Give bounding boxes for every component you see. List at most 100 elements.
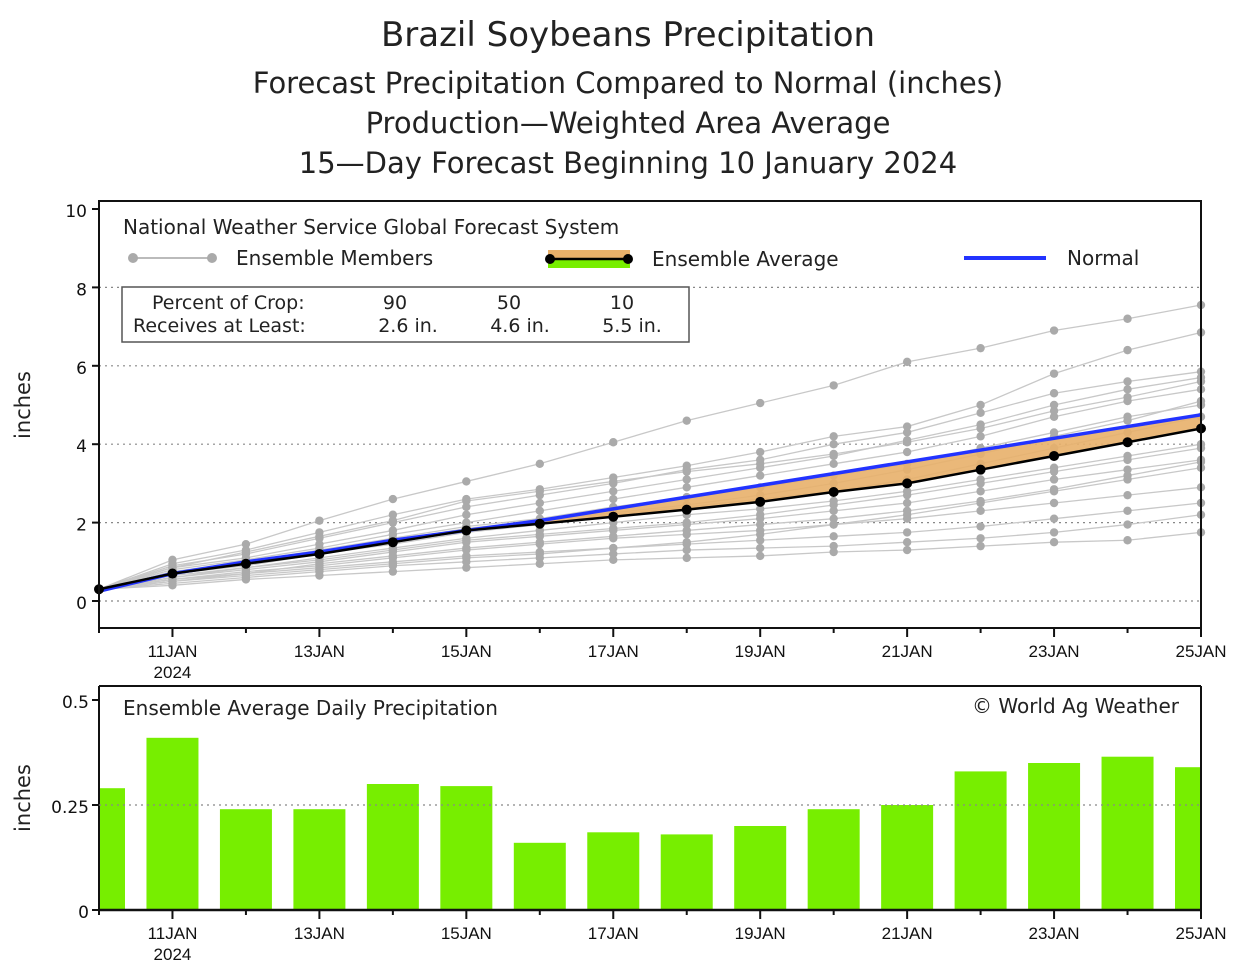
- legend-members-label: Ensemble Members: [236, 246, 433, 270]
- ensemble-member-point: [1123, 377, 1132, 386]
- ensemble-member-point: [902, 422, 912, 431]
- ensemble-member-point: [902, 528, 912, 537]
- ensemble-member-point: [1123, 536, 1132, 545]
- ensemble-member-line: [98, 376, 1202, 590]
- daily-bar: [146, 737, 199, 910]
- ensemble-member-line: [98, 304, 1202, 590]
- ensemble-member-point: [902, 438, 912, 447]
- ensemble-member-point: [1123, 385, 1132, 394]
- ensemble-member-point: [682, 467, 691, 476]
- ensemble-member-point: [756, 459, 765, 468]
- chart-subtitle-2: Production—Weighted Area Average: [366, 106, 891, 140]
- daily-bar: [219, 809, 272, 910]
- crop-percent-50: 50: [497, 292, 521, 314]
- ensemble-average-point: [681, 504, 692, 515]
- ensemble-member-point: [1049, 369, 1059, 378]
- ensemble-average-polyline: [98, 427, 1202, 591]
- bottom-y-tick-label: 0: [78, 903, 89, 923]
- crop-amount-10: 5.5 in.: [602, 315, 662, 337]
- ensemble-member-line: [98, 443, 1202, 590]
- ensemble-member-point: [1049, 485, 1059, 494]
- ensemble-member-point: [1123, 506, 1132, 516]
- ensemble-member-point: [682, 416, 691, 425]
- ensemble-member-point: [756, 398, 765, 408]
- ensemble-average-point: [1049, 450, 1060, 461]
- ensemble-member-point: [535, 487, 544, 496]
- top-x-tick-label: 17JAN: [588, 642, 639, 661]
- legend-background: [113, 209, 1193, 279]
- ensemble-member-point: [756, 447, 765, 457]
- ensemble-member-point: [388, 494, 398, 504]
- chart-subtitle-3: 15—Day Forecast Beginning 10 January 202…: [299, 146, 957, 180]
- crop-percent-90: 90: [383, 292, 407, 314]
- ensemble-member-point: [829, 449, 838, 459]
- ensemble-member-point: [976, 522, 985, 531]
- ensemble-member-point: [535, 530, 544, 539]
- legend-average-label: Ensemble Average: [652, 247, 839, 271]
- daily-bar: [660, 834, 713, 910]
- daily-bar: [954, 771, 1007, 910]
- ensemble-member-point: [535, 559, 544, 568]
- top-x-axis: 11JAN 2024 13JAN 15JAN 17JAN 19JAN 21JAN 23JAN 2…: [98, 628, 1227, 682]
- ensemble-member-point: [1049, 538, 1059, 547]
- normal-line: [98, 413, 1202, 593]
- ensemble-member-point: [535, 538, 544, 547]
- ensemble-member-point: [976, 343, 985, 353]
- bottom-x-tick-year: 2024: [154, 945, 192, 963]
- top-x-tick-label: 11JAN: [148, 642, 198, 661]
- ensemble-member-point: [976, 541, 985, 551]
- ensemble-member-point: [902, 498, 912, 508]
- ensemble-member-point: [902, 490, 912, 500]
- ensemble-member-point: [388, 545, 398, 555]
- bottom-y-label: inches: [11, 764, 35, 832]
- daily-bar: [734, 826, 787, 910]
- ensemble-member-point: [902, 447, 912, 457]
- ensemble-member-point: [388, 567, 398, 576]
- ensemble-member-point: [609, 549, 618, 559]
- ensemble-member-point: [1049, 528, 1059, 537]
- ensemble-member-point: [1049, 406, 1059, 416]
- ensemble-member-line: [98, 380, 1202, 590]
- ensemble-member-point: [1123, 416, 1132, 425]
- ensemble-member-line: [98, 514, 1202, 590]
- ensemble-member-point: [462, 496, 471, 506]
- ensemble-member-point: [682, 518, 691, 527]
- ensemble-member-point: [388, 551, 398, 561]
- ensemble-member-point: [462, 477, 471, 486]
- ensemble-member-point: [1049, 389, 1059, 398]
- top-y-label: inches: [11, 371, 35, 439]
- ensemble-member-point: [829, 381, 838, 390]
- ensemble-member-point: [829, 500, 838, 510]
- top-x-tick-label: 25JAN: [1175, 642, 1226, 661]
- crop-amount-90: 2.6 in.: [378, 315, 438, 337]
- top-x-tick-label: 15JAN: [441, 642, 492, 661]
- ensemble-member-point: [756, 520, 765, 529]
- ensemble-member-point: [976, 506, 985, 516]
- ensemble-member-point: [829, 514, 838, 523]
- ensemble-member-point: [388, 510, 398, 519]
- ensemble-member-line: [98, 459, 1202, 590]
- ensemble-member-point: [609, 555, 618, 565]
- ensemble-average-point: [167, 568, 178, 579]
- daily-panel: 0 0.25 0.5 11JAN 2024 13JAN 15JAN 17JAN 19JAN 21…: [11, 685, 1227, 963]
- ensemble-member-point: [1049, 400, 1059, 410]
- ensemble-member-point: [1123, 490, 1132, 500]
- daily-bar: [1175, 767, 1201, 910]
- daily-bar: [440, 786, 493, 910]
- ensemble-member-point: [829, 506, 838, 516]
- ensemble-member-point: [388, 516, 398, 525]
- bottom-x-tick-label: 25JAN: [1175, 924, 1226, 943]
- ensemble-member-point: [976, 534, 985, 543]
- ensemble-member-point: [756, 530, 765, 539]
- ensemble-member-point: [976, 408, 985, 418]
- ensemble-member-point: [462, 553, 471, 563]
- top-y-tick-label: 8: [76, 280, 87, 300]
- daily-bar: [1028, 763, 1081, 910]
- chart-subtitle-1: Forecast Precipitation Compared to Norma…: [253, 66, 1003, 100]
- crop-percent-10: 10: [610, 292, 634, 314]
- ensemble-member-point: [315, 565, 324, 574]
- daily-bar: [1101, 756, 1154, 910]
- ensemble-member-point: [462, 563, 471, 572]
- ensemble-member-point: [976, 487, 985, 496]
